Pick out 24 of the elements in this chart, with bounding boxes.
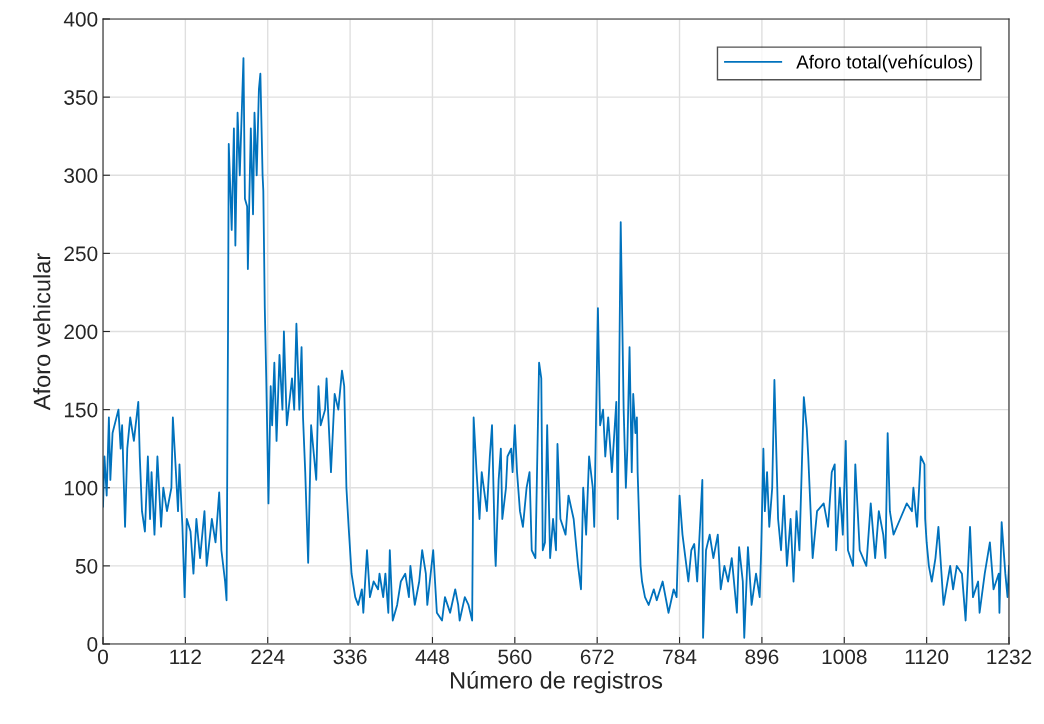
x-tick-label: 0: [98, 649, 108, 665]
x-tick-label: 896: [745, 649, 779, 665]
y-tick-label: 300: [64, 168, 98, 183]
y-tick-label: 400: [63, 12, 98, 27]
legend-label: Aforo total(vehículos): [796, 54, 973, 73]
y-tick-label: 200: [64, 324, 98, 340]
y-tick-label: 100: [64, 480, 98, 496]
x-tick-label: 784: [663, 649, 697, 665]
x-tick-label: 1120: [905, 649, 949, 665]
x-tick-label: 224: [251, 649, 285, 664]
x-tick-label: 448: [415, 649, 449, 665]
x-tick-label: 112: [170, 649, 201, 664]
x-tick-label: 1008: [822, 649, 867, 665]
x-tick-label: 336: [333, 649, 367, 665]
y-tick-label: 250: [64, 246, 98, 262]
x-axis-title: Número de registros: [451, 671, 663, 694]
y-tick-label: 350: [64, 90, 98, 105]
y-tick-label: 0: [87, 637, 98, 652]
y-tick-label: 50: [75, 558, 98, 574]
x-tick-label: 1232: [987, 649, 1032, 665]
y-axis-title: Aforo vehicular: [33, 253, 51, 411]
x-tick-label: 560: [498, 649, 532, 665]
x-tick-label: 672: [580, 649, 614, 665]
y-tick-label: 150: [64, 402, 98, 418]
